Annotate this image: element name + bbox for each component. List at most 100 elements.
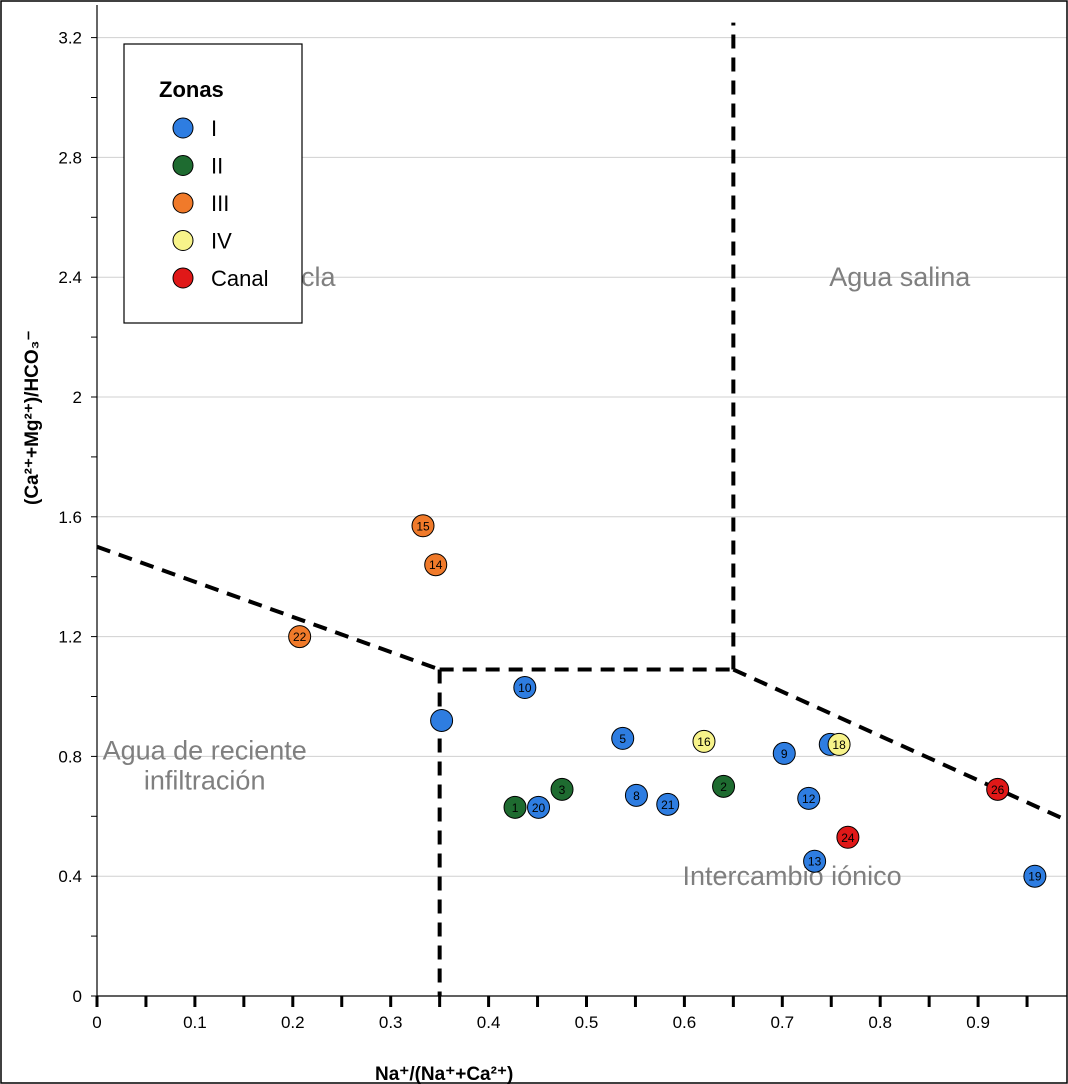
boundary-line-0	[96, 544, 441, 672]
point-label: 3	[559, 783, 566, 797]
y-tick-label: 0.8	[58, 747, 82, 766]
point-label: 13	[808, 855, 822, 869]
point-marker	[797, 786, 821, 810]
point-marker	[611, 726, 635, 750]
point-marker	[624, 783, 648, 807]
point-label: 18	[832, 738, 846, 752]
point-i-13: 13	[803, 849, 827, 873]
point-label: 12	[802, 792, 816, 806]
gridlines	[97, 37, 1067, 877]
point-i-19: 19	[1023, 864, 1047, 888]
x-tick-label: 0.3	[379, 1013, 403, 1032]
point-iii-22: 22	[288, 625, 312, 649]
point-marker	[513, 676, 537, 700]
y-axis-title: (Ca²⁺+Mg²⁺)/HCO₃⁻	[22, 331, 43, 506]
point-label: 26	[991, 783, 1005, 797]
y-tick-label: 2.4	[58, 268, 82, 287]
point-iv-16: 16	[692, 729, 716, 753]
y-tick-label: 1.6	[58, 508, 82, 527]
x-tick-label: 0	[92, 1013, 101, 1032]
point-label: 22	[293, 630, 307, 644]
legend-title: Zonas	[159, 77, 224, 102]
x-tick-label: 0.7	[770, 1013, 794, 1032]
point-marker	[1023, 864, 1047, 888]
legend-entry-label: I	[211, 116, 217, 141]
point-label: 8	[633, 789, 640, 803]
point-marker	[550, 777, 574, 801]
point-label: 15	[416, 519, 430, 533]
point-i-21: 21	[656, 792, 680, 816]
point-i	[430, 708, 454, 732]
region-label: Agua salina	[829, 262, 971, 292]
point-marker	[772, 741, 796, 765]
tick-labels: 0 0.4 0.8 1.2 1.6 2 2.4 2.8 3.2 0 0.1 0.2 0.3 0.4 0.5 0…	[58, 29, 990, 1032]
x-tick-label: 0.5	[575, 1013, 599, 1032]
y-tick-label: 2.8	[58, 148, 82, 167]
point-marker	[827, 732, 851, 756]
point-label: 1	[512, 801, 519, 815]
point-i-9: 9	[772, 741, 796, 765]
point-label: 14	[429, 558, 443, 572]
y-tick-label: 1.2	[58, 628, 82, 647]
point-i-5: 5	[611, 726, 635, 750]
legend-marker	[172, 192, 194, 214]
point-marker	[527, 795, 551, 819]
point-marker	[656, 792, 680, 816]
x-tick-label: 0.9	[966, 1013, 990, 1032]
point-label: 16	[697, 735, 711, 749]
point-ii-3: 3	[550, 777, 574, 801]
point-label: 10	[518, 681, 532, 695]
point-iv-18: 18	[827, 732, 851, 756]
point-marker	[430, 708, 454, 732]
legend-entry-label: IV	[211, 229, 232, 254]
x-tick-label: 0.6	[673, 1013, 697, 1032]
point-i-12: 12	[797, 786, 821, 810]
point-marker	[803, 849, 827, 873]
legend-marker	[172, 117, 194, 139]
point-label: 2	[720, 780, 727, 794]
point-i-10: 10	[513, 676, 537, 700]
point-label: 20	[532, 801, 546, 815]
legend-box	[123, 43, 303, 324]
y-tick-label: 0.4	[58, 867, 82, 886]
point-marker	[503, 795, 527, 819]
point-label: 9	[781, 747, 788, 761]
legend-entry-label: II	[211, 154, 223, 179]
point-marker	[712, 774, 736, 798]
point-marker	[411, 514, 435, 538]
point-marker	[692, 729, 716, 753]
x-tick-label: 0.8	[868, 1013, 892, 1032]
legend-marker	[172, 155, 194, 176]
point-canal-24: 24	[836, 825, 860, 849]
x-tick-label: 0.2	[281, 1013, 305, 1032]
point-label: 24	[841, 831, 855, 845]
point-iii-14: 14	[424, 553, 448, 577]
point-label: 19	[1028, 870, 1042, 884]
region-label: infiltración	[144, 765, 266, 795]
point-label: 21	[661, 798, 675, 812]
point-marker	[424, 553, 448, 577]
point-ii-1: 1	[503, 795, 527, 819]
y-tick-label: 2	[73, 388, 82, 407]
region-label: Intercambio iónico	[683, 861, 902, 891]
legend-marker	[172, 267, 194, 289]
y-tick-label: 3.2	[58, 29, 82, 48]
x-tick-label: 0.1	[183, 1013, 207, 1032]
legend-entry-label: Canal	[211, 266, 268, 291]
region-label: Agua de reciente	[103, 735, 307, 765]
y-tick-label: 0	[73, 987, 82, 1006]
point-ii-2: 2	[712, 774, 736, 798]
x-axis-title: Na⁺/(Na⁺+Ca²⁺)	[375, 1064, 513, 1084]
point-marker	[986, 777, 1010, 801]
point-marker	[836, 825, 860, 849]
legend-marker	[172, 230, 194, 251]
point-label: 5	[619, 732, 626, 746]
point-marker	[288, 625, 312, 649]
x-tick-label: 0.4	[477, 1013, 501, 1032]
point-iii-15: 15	[411, 514, 435, 538]
